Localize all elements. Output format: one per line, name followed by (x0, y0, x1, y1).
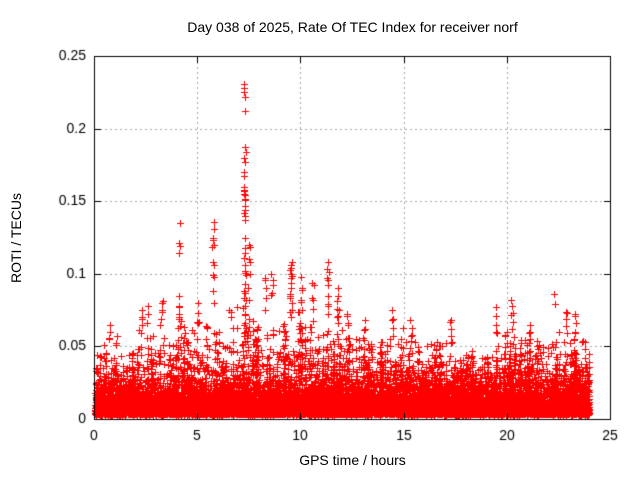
y-axis-label: ROTI / TECUs (8, 193, 24, 283)
chart-title: Day 038 of 2025, Rate Of TEC Index for r… (187, 19, 518, 35)
x-axis-label: GPS time / hours (299, 452, 406, 468)
